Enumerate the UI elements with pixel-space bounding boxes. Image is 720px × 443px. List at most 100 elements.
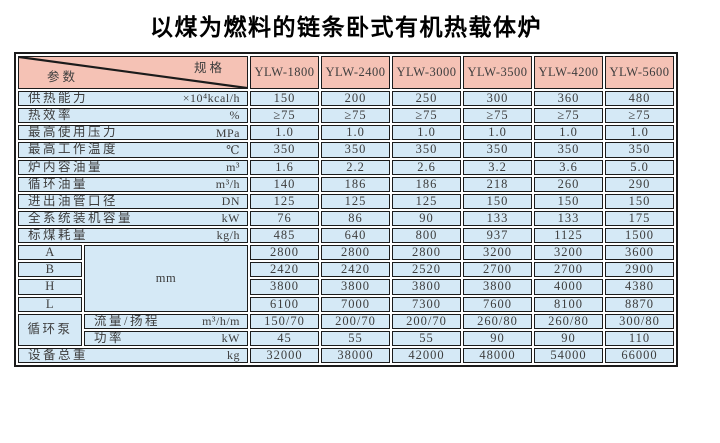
table-row: 进出油管口径 DN 125 125 125 150 150 150 — [18, 193, 674, 209]
value-cell: 90 — [534, 330, 603, 346]
value-cell: 480 — [605, 91, 674, 107]
table-row: 热效率% ≥75 ≥75 ≥75 ≥75 ≥75 ≥75 — [18, 108, 674, 124]
value-cell: 7300 — [392, 296, 461, 312]
value-cell: 1.6 — [250, 159, 319, 175]
value-cell: 150 — [605, 193, 674, 209]
value-cell: ≥75 — [250, 108, 319, 124]
value-cell: 300 — [463, 91, 532, 107]
unit-label: ℃ — [226, 142, 240, 157]
value-cell: 1125 — [534, 228, 603, 244]
param-label: 热效率 — [28, 108, 74, 123]
value-cell: 6100 — [250, 296, 319, 312]
param-cell: 功率 kW — [84, 330, 248, 346]
value-cell: 2800 — [392, 245, 461, 261]
value-cell: 350 — [534, 142, 603, 158]
param-cell: 炉内容油量 m³ — [18, 159, 248, 175]
value-cell: 42000 — [392, 347, 461, 363]
value-cell: 3.2 — [463, 159, 532, 175]
spec-table: 规格 参数 YLW-1800 YLW-2400 YLW-3000 YLW-350… — [14, 52, 678, 367]
value-cell: 4380 — [605, 279, 674, 295]
param-label: 最高使用压力 — [28, 125, 119, 140]
value-cell: 2.6 — [392, 159, 461, 175]
unit-label: DN — [221, 194, 240, 209]
table-row: 最高工作温度 ℃ 350 350 350 350 350 350 — [18, 142, 674, 158]
model-header: YLW-5600 — [605, 56, 674, 89]
value-cell: 86 — [321, 210, 390, 226]
unit-label: m³/h — [215, 176, 240, 191]
unit-label: m³/h/m — [202, 313, 240, 328]
model-header: YLW-3500 — [463, 56, 532, 89]
value-cell: 218 — [463, 176, 532, 192]
value-cell: 1.0 — [605, 125, 674, 141]
value-cell: 350 — [605, 142, 674, 158]
value-cell: ≥75 — [321, 108, 390, 124]
value-cell: ≥75 — [392, 108, 461, 124]
value-cell: 66000 — [605, 347, 674, 363]
corner-spec-label: 规格 — [193, 61, 225, 75]
value-cell: 125 — [321, 193, 390, 209]
value-cell: 150 — [534, 193, 603, 209]
value-cell: ≥75 — [463, 108, 532, 124]
value-cell: 1.0 — [392, 125, 461, 141]
value-cell: ≥75 — [534, 108, 603, 124]
value-cell: 175 — [605, 210, 674, 226]
value-cell: 2700 — [534, 262, 603, 278]
table-row: A mm 2800 2800 2800 3200 3200 3600 — [18, 245, 674, 312]
value-cell: 90 — [463, 330, 532, 346]
value-cell: 3600 — [605, 245, 674, 261]
param-label: 全系统装机容量 — [28, 210, 134, 225]
value-cell: 350 — [250, 142, 319, 158]
value-cell: 5.0 — [605, 159, 674, 175]
unit-label: kW — [221, 331, 240, 346]
value-cell: 3800 — [392, 279, 461, 295]
value-cell: 3800 — [463, 279, 532, 295]
value-cell: 300/80 — [605, 313, 674, 329]
value-cell: 3800 — [321, 279, 390, 295]
dimension-label: A — [18, 245, 82, 261]
value-cell: 937 — [463, 228, 532, 244]
value-cell: 4000 — [534, 279, 603, 295]
table-row: 最高使用压力 MPa 1.0 1.0 1.0 1.0 1.0 1.0 — [18, 125, 674, 141]
dimension-label: L — [18, 296, 82, 312]
value-cell: 2700 — [463, 262, 532, 278]
param-label: 流量/扬程 — [94, 313, 160, 328]
value-cell: 350 — [463, 142, 532, 158]
value-cell: 3800 — [250, 279, 319, 295]
value-cell: 2420 — [321, 262, 390, 278]
value-cell: 32000 — [250, 347, 319, 363]
value-cell: 640 — [321, 228, 390, 244]
corner-param-label: 参数 — [47, 69, 79, 84]
value-cell: 54000 — [534, 347, 603, 363]
value-cell: 800 — [392, 228, 461, 244]
value-cell: 150/70 — [250, 313, 319, 329]
value-cell: 8870 — [605, 296, 674, 312]
unit-label: % — [229, 108, 240, 123]
value-cell: 55 — [392, 330, 461, 346]
value-cell: 55 — [321, 330, 390, 346]
param-cell: 最高工作温度 ℃ — [18, 142, 248, 158]
value-cell: 290 — [605, 176, 674, 192]
param-label: 标煤耗量 — [28, 228, 89, 242]
value-cell: ≥75 — [605, 108, 674, 124]
dimension-label: B — [18, 262, 82, 278]
param-cell: 流量/扬程 m³/h/m — [84, 313, 248, 329]
value-cell: 1500 — [605, 228, 674, 244]
value-cell: 2800 — [250, 245, 319, 261]
value-cell: 76 — [250, 210, 319, 226]
table-row: 炉内容油量 m³ 1.6 2.2 2.6 3.2 3.6 5.0 — [18, 159, 674, 175]
value-cell: 2420 — [250, 262, 319, 278]
dimension-label: H — [18, 279, 82, 295]
unit-label: ×10⁴kcal/h — [182, 91, 240, 106]
param-cell: 进出油管口径 DN — [18, 193, 248, 209]
value-cell: 350 — [321, 142, 390, 158]
value-cell: 1.0 — [534, 125, 603, 141]
table-row: B 2420 2420 2520 2700 2700 2900 — [18, 262, 674, 278]
value-cell: 2.2 — [321, 159, 390, 175]
param-label: 循环油量 — [28, 176, 89, 191]
value-cell: 250 — [392, 91, 461, 107]
value-cell: 3200 — [463, 245, 532, 261]
value-cell: 1.0 — [250, 125, 319, 141]
value-cell: 45 — [250, 330, 319, 346]
model-header: YLW-2400 — [321, 56, 390, 89]
value-cell: 125 — [250, 193, 319, 209]
